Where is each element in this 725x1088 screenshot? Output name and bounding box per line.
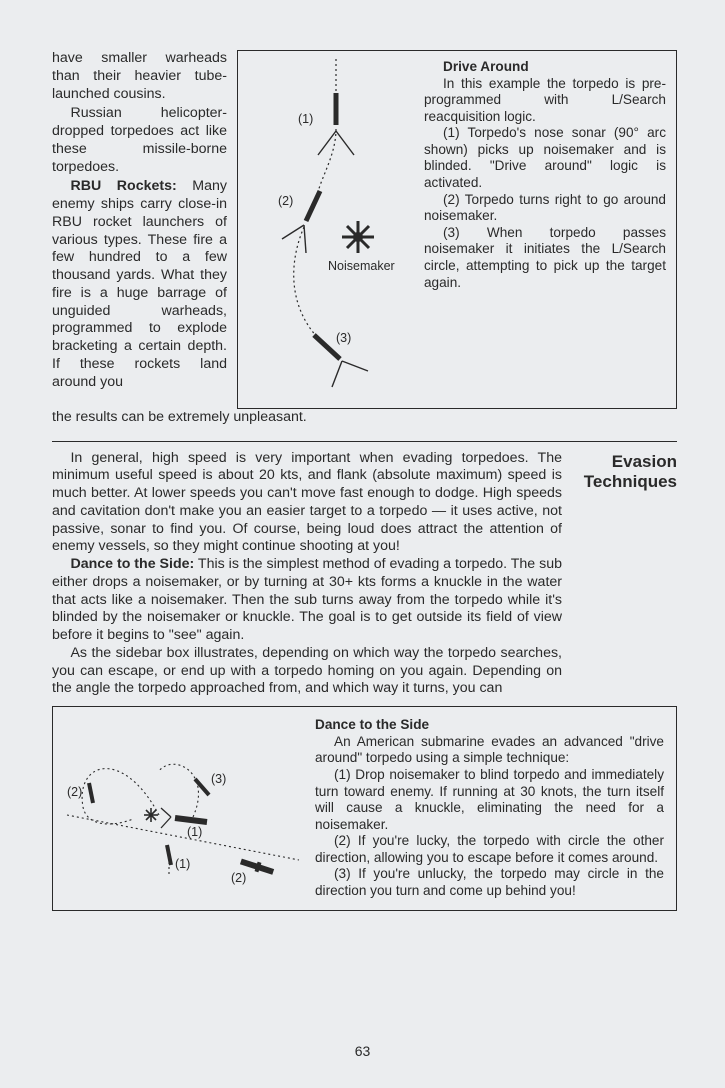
left-overflow: the results can be extremely unpleasant.: [52, 409, 677, 427]
diagram-label-noisemaker: Noisemaker: [328, 259, 395, 275]
box1-p2: (1) Torpedo's nose sonar (90° arc shown)…: [424, 125, 666, 191]
d2-label-2a: (2): [67, 785, 82, 801]
diagram-label-1: (1): [298, 112, 313, 128]
box1-p4: (3) When torpedo passes noisemaker it in…: [424, 225, 666, 291]
d2-label-3: (3): [211, 772, 226, 788]
diagram-label-2: (2): [278, 194, 293, 210]
mid-p3: As the sidebar box illustrates, dependin…: [52, 645, 562, 698]
drive-around-title: Drive Around: [424, 59, 666, 76]
mid-area: In general, high speed is very important…: [52, 450, 677, 699]
dance-text: Dance to the Side An American submarine …: [315, 717, 664, 899]
dance-box: (2) (3) (1) (1) (2) Dance to the Side An…: [52, 706, 677, 910]
mid-p1: In general, high speed is very important…: [52, 450, 562, 557]
d2-label-2b: (2): [231, 871, 246, 887]
drive-around-diagram: (1) (2) Noisemaker (3): [246, 59, 416, 400]
heading-line2: Techniques: [572, 472, 677, 492]
box2-p4: (3) If you're unlucky, the torpedo may c…: [315, 866, 664, 899]
section-rule: [52, 441, 677, 442]
left-p3: RBU Rockets: Many enemy ships carry clos…: [52, 178, 227, 391]
dance-diagram: (2) (3) (1) (1) (2): [63, 717, 303, 899]
box2-p1: An American submarine evades an advanced…: [315, 734, 664, 767]
heading-line1: Evasion: [572, 452, 677, 472]
diagram-label-3: (3): [336, 331, 351, 347]
left-p1: have smaller warheads than their heavier…: [52, 50, 227, 103]
box1-p1: In this example the torpedo is pre-progr…: [424, 76, 666, 126]
box2-p3: (2) If you're lucky, the torpedo with ci…: [315, 833, 664, 866]
box-inner: (1) (2) Noisemaker (3) Drive Around In t…: [238, 51, 676, 408]
mid-text: In general, high speed is very important…: [52, 450, 562, 699]
evasion-heading: Evasion Techniques: [572, 450, 677, 699]
dance-title: Dance to the Side: [315, 717, 664, 734]
drive-around-box: (1) (2) Noisemaker (3) Drive Around In t…: [237, 50, 677, 409]
page-number: 63: [0, 1043, 725, 1061]
drive-around-svg: [246, 59, 416, 394]
drive-around-text: Drive Around In this example the torpedo…: [424, 59, 666, 400]
left-text-column: have smaller warheads than their heavier…: [52, 50, 227, 409]
top-area: have smaller warheads than their heavier…: [52, 50, 677, 409]
d2-label-1a: (1): [187, 825, 202, 841]
left-p2: Russian helicopter-dropped torpedoes act…: [52, 105, 227, 176]
d2-label-1b: (1): [175, 857, 190, 873]
mid-p2: Dance to the Side: This is the simplest …: [52, 556, 562, 645]
dance-label: Dance to the Side:: [70, 556, 194, 572]
left-p3-rest: Many enemy ships carry close-in RBU rock…: [52, 178, 227, 389]
rbu-label: RBU Rockets:: [70, 178, 176, 194]
box2-p2: (1) Drop noisemaker to blind torpedo and…: [315, 767, 664, 833]
box1-p3: (2) Torpedo turns right to go around noi…: [424, 192, 666, 225]
page: have smaller warheads than their heavier…: [0, 0, 725, 1088]
